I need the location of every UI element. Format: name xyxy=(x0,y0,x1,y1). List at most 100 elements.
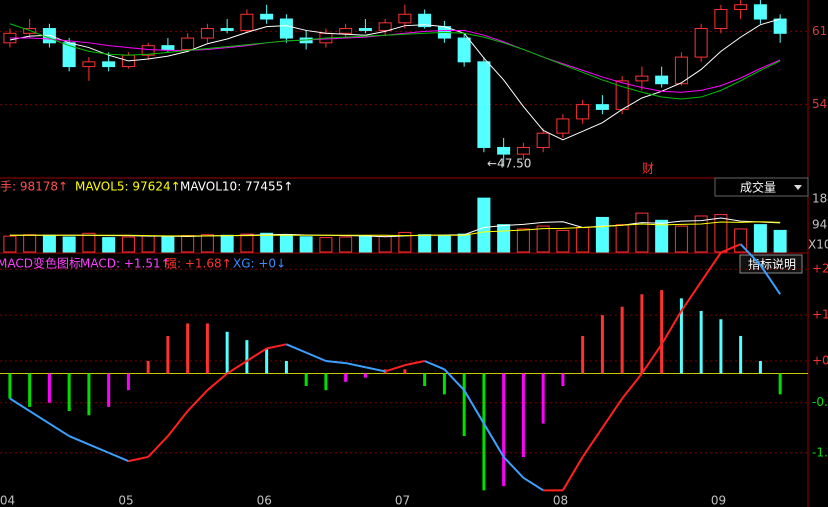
legend-item: MAVOL10: 77455↑ xyxy=(180,180,293,194)
dif-segment xyxy=(720,243,742,254)
candle-body xyxy=(82,61,96,68)
volume-bar xyxy=(457,233,471,253)
volume-bar xyxy=(161,235,175,253)
candle-body xyxy=(339,28,353,34)
candle-body xyxy=(220,28,234,31)
candle-body xyxy=(240,13,254,31)
candle-body xyxy=(260,13,274,20)
dif-segment xyxy=(463,389,485,425)
volume-bar xyxy=(674,225,688,253)
volume-bar xyxy=(378,235,392,253)
candle-body xyxy=(398,13,412,24)
volume-bar xyxy=(615,224,629,253)
dif-segment xyxy=(562,456,584,491)
candle-body xyxy=(536,132,550,148)
volume-bar xyxy=(3,235,17,253)
candle-body xyxy=(457,37,471,63)
dif-segment xyxy=(108,451,129,463)
dif-segment xyxy=(68,435,90,446)
volume-bar xyxy=(358,235,372,253)
candle-body xyxy=(181,37,195,50)
dif-segment xyxy=(365,366,386,373)
dif-segment xyxy=(700,251,722,283)
volume-bar xyxy=(497,224,511,253)
dif-segment xyxy=(739,243,762,266)
selector-label: 成交量 xyxy=(740,180,776,195)
dif-segment xyxy=(88,443,110,454)
volume-bar xyxy=(714,214,728,253)
dif-segment xyxy=(404,360,425,367)
dif-segment xyxy=(186,389,209,412)
dif-segment xyxy=(48,422,70,437)
volume-bar xyxy=(102,237,116,253)
dif-segment xyxy=(29,410,50,425)
moving-average xyxy=(9,23,781,100)
dif-segment xyxy=(325,359,346,365)
y-tick-label: 54.0 xyxy=(812,97,828,111)
x-tick-label: 04 xyxy=(0,494,15,507)
volume-bar xyxy=(220,234,234,253)
volume-bar xyxy=(200,234,214,253)
dif-segment xyxy=(581,427,604,458)
volume-bar xyxy=(319,237,333,253)
y-tick-label: -1.9 xyxy=(812,445,828,459)
help-button-label: 指标说明 xyxy=(748,257,796,272)
candle-body xyxy=(714,9,728,30)
volume-bar xyxy=(773,229,787,253)
legend-item: MACD变色图标 xyxy=(0,256,81,271)
candle-body xyxy=(595,104,609,110)
y-tick-label: 18400 xyxy=(812,191,828,205)
dif-segment xyxy=(621,372,643,400)
candle-body xyxy=(102,61,116,68)
dif-segment xyxy=(147,435,169,458)
volume-bar xyxy=(260,232,274,253)
candle-body xyxy=(674,56,688,85)
event-annotation: 财 xyxy=(642,162,654,176)
dif-segment xyxy=(502,456,525,479)
volume-bar xyxy=(23,234,37,253)
candle-body xyxy=(477,61,491,148)
low-annotation: ←47.50 xyxy=(487,157,531,171)
dif-segment xyxy=(641,343,663,375)
candle-body xyxy=(655,75,669,85)
dif-segment xyxy=(226,360,248,375)
dif-segment xyxy=(680,281,702,312)
x-tick-label: 08 xyxy=(553,494,568,507)
dif-segment xyxy=(443,368,465,391)
volume-bar xyxy=(516,228,530,253)
volume-bar xyxy=(418,234,432,253)
dif-segment xyxy=(345,362,366,369)
candle-body xyxy=(753,4,767,20)
candle-body xyxy=(734,4,748,11)
dif-segment xyxy=(424,360,445,371)
dif-segment xyxy=(483,423,505,458)
dif-segment xyxy=(128,455,149,463)
volume-bar xyxy=(556,229,570,253)
volume-bar xyxy=(181,235,195,253)
y-tick-label: +1.4 xyxy=(812,308,828,322)
x-tick-label: 09 xyxy=(711,494,726,507)
legend-item: MACD: +1.51↑ xyxy=(80,257,171,271)
indicator-selector[interactable] xyxy=(714,177,809,197)
legend-item: 总手: 98178↑ xyxy=(0,180,68,194)
dif-segment xyxy=(522,476,544,492)
candle-body xyxy=(694,28,708,58)
volume-bar xyxy=(240,233,254,253)
dropdown-arrow xyxy=(794,185,802,190)
volume-bar xyxy=(82,232,96,253)
candle-body xyxy=(279,18,293,39)
candle-body xyxy=(378,22,392,31)
legend-item: XG: +0↓ xyxy=(233,257,286,271)
candle-body xyxy=(141,45,155,56)
dif-segment xyxy=(759,264,781,295)
candle-body xyxy=(161,45,175,50)
volume-bar xyxy=(42,234,56,253)
volume-bar xyxy=(753,224,767,253)
volume-bar xyxy=(655,219,669,253)
volume-bar xyxy=(536,225,550,253)
legend-item: MAVOL5: 97624↑ xyxy=(75,180,181,194)
y-tick-label: 9400 xyxy=(812,217,828,231)
dif-segment xyxy=(206,372,228,391)
candle-body xyxy=(200,28,214,39)
unit-label: X10 xyxy=(808,238,828,252)
